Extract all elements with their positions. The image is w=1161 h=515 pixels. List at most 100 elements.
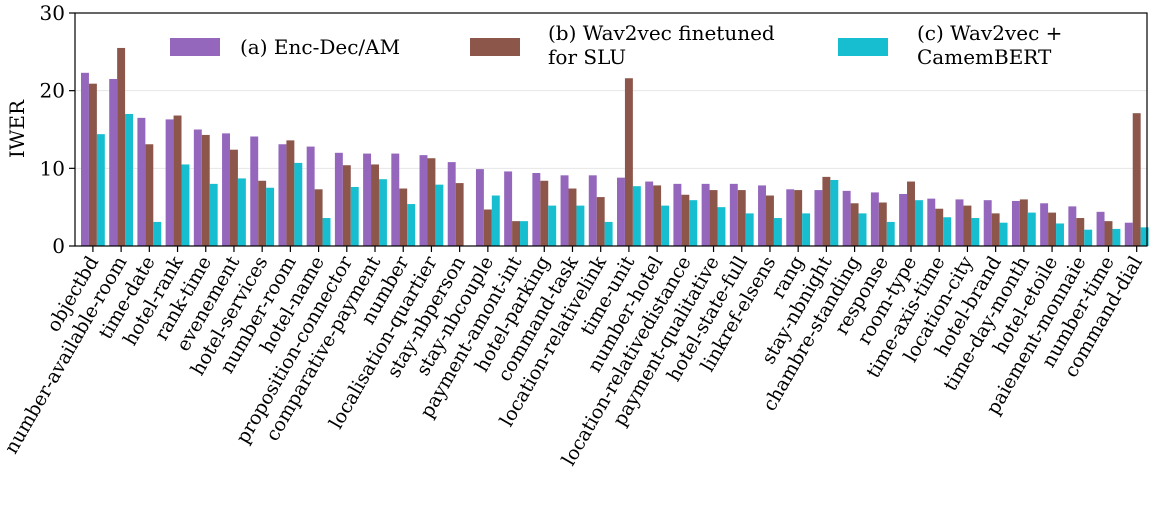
bar [955, 199, 964, 246]
bar [96, 134, 105, 246]
y-tick-label: 20 [40, 79, 65, 103]
bar [391, 153, 400, 246]
bar [830, 179, 839, 246]
bar [306, 146, 315, 246]
bar [342, 165, 351, 246]
bar [1076, 218, 1085, 246]
bar [1104, 221, 1113, 246]
legend-swatch-c [838, 38, 888, 56]
bar [745, 213, 754, 246]
bar [737, 190, 746, 246]
bar [765, 195, 774, 246]
bar [914, 200, 923, 246]
bar [576, 205, 585, 246]
bar [689, 200, 698, 246]
bar [512, 221, 521, 246]
y-tick-label: 10 [40, 156, 65, 180]
bar [435, 184, 444, 246]
bar [802, 213, 811, 246]
bar [814, 190, 823, 246]
bar [109, 79, 118, 247]
bar [88, 83, 97, 246]
bar [907, 181, 915, 246]
bar [991, 213, 1000, 246]
bar [1112, 228, 1121, 246]
bar [258, 180, 267, 246]
bar [617, 177, 625, 246]
bar [709, 190, 718, 246]
bar [201, 134, 210, 246]
y-tick-label: 30 [40, 1, 65, 25]
bar [455, 183, 464, 246]
bar [568, 188, 577, 246]
bar [117, 47, 126, 247]
bar [983, 200, 992, 246]
plot-frame [74, 12, 1148, 247]
bar [870, 192, 879, 246]
bar [371, 164, 379, 246]
bar [504, 171, 513, 246]
bars [81, 47, 1149, 247]
bar [943, 217, 952, 246]
bar [153, 221, 162, 246]
bar [850, 203, 859, 246]
bar [419, 155, 428, 246]
bar [786, 189, 795, 246]
bar [193, 129, 202, 246]
bar [701, 183, 710, 246]
bar [237, 178, 246, 246]
bar [278, 144, 287, 246]
x-axis: objectbdnumber-available-roomtime-dateho… [0, 246, 1147, 469]
y-tick-label: 0 [52, 234, 65, 258]
bar [540, 180, 549, 246]
bar [717, 207, 726, 246]
bar [1040, 203, 1049, 246]
bar [886, 221, 895, 246]
bar [483, 209, 492, 246]
bar [935, 208, 944, 246]
bar [858, 213, 867, 246]
bar [1027, 212, 1036, 246]
bar [81, 72, 89, 246]
bar [1096, 211, 1105, 246]
bar [673, 183, 682, 246]
bar [520, 221, 528, 246]
bar [596, 197, 605, 246]
bar [363, 153, 372, 246]
bar [427, 158, 436, 246]
bar [822, 176, 831, 246]
legend-label-c-line1: (c) Wav2vec + [917, 21, 1062, 45]
bar [927, 198, 936, 246]
bar [229, 149, 238, 246]
bar [165, 119, 174, 246]
bar [645, 181, 654, 246]
legend-swatch-b [470, 38, 520, 56]
legend: (a) Enc-Dec/AM (b) Wav2vec finetuned for… [170, 21, 1062, 69]
bar [181, 164, 190, 246]
bar [624, 78, 633, 247]
bar [1132, 113, 1141, 246]
bar [294, 162, 303, 246]
bar [334, 152, 343, 246]
bar [447, 162, 456, 246]
bar [145, 144, 154, 246]
bar [548, 205, 557, 246]
bar [266, 187, 275, 246]
bar [971, 218, 980, 246]
bar [794, 190, 803, 246]
bar [999, 222, 1008, 246]
bar [773, 218, 782, 246]
bar [286, 140, 295, 246]
bar [1048, 212, 1057, 246]
bar [560, 175, 569, 246]
bar [1068, 206, 1077, 246]
bar [322, 218, 331, 246]
bar [378, 179, 387, 246]
bar [632, 186, 641, 246]
bar [137, 117, 146, 246]
legend-label-a: (a) Enc-Dec/AM [240, 35, 400, 59]
bar [661, 205, 670, 246]
bar [1056, 223, 1064, 246]
bar [491, 195, 500, 246]
